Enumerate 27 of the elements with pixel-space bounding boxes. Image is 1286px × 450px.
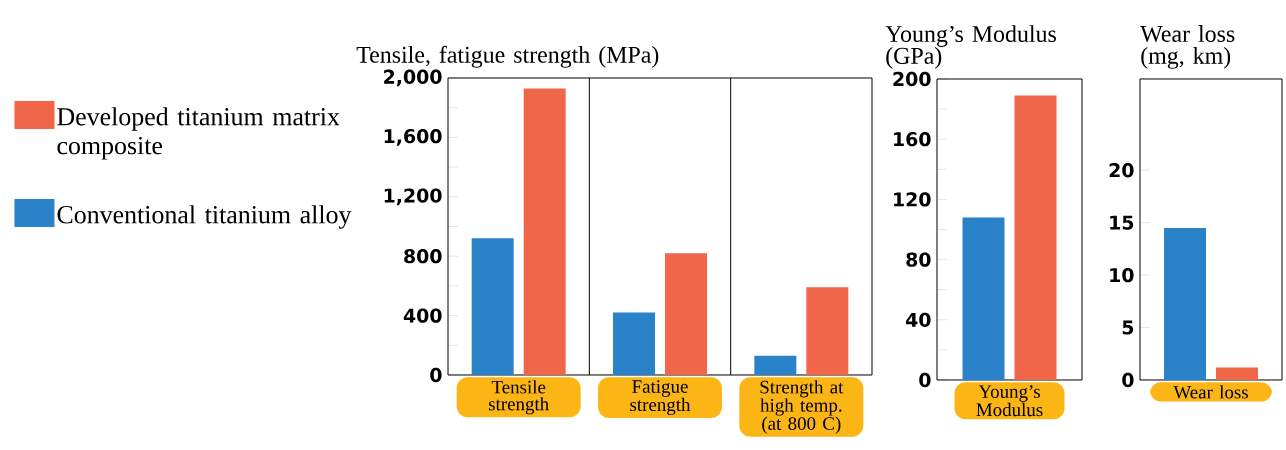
y-tick-label: 0 <box>919 372 931 388</box>
y-tick-label: 1,600 <box>384 129 442 146</box>
x-tick-label: Tensile strength <box>488 380 549 415</box>
y-tick-label: 200 <box>893 71 931 87</box>
y-tick-label: 0 <box>430 367 442 383</box>
chart-title: Tensile, fatigue strength (MPa) <box>356 45 659 68</box>
bar <box>754 355 797 375</box>
legend-label: Conventional titanium alloy <box>57 205 352 229</box>
chart-title: (GPa) <box>886 47 942 69</box>
y-tick-label: 20 <box>1109 163 1134 178</box>
y-tick-label: 5 <box>1122 320 1134 335</box>
y-tick-label: 800 <box>404 249 442 264</box>
y-tick-label: 1,200 <box>384 188 442 206</box>
y-tick-label: 10 <box>1110 267 1134 283</box>
y-tick-label: 2,000 <box>384 69 442 87</box>
y-tick-label: 80 <box>906 252 931 267</box>
legend-label: Developed titanium matrix composite <box>57 107 340 160</box>
y-tick-label: 0 <box>1122 372 1134 388</box>
y-tick-label: 120 <box>894 192 931 207</box>
y-tick-label: 400 <box>403 308 442 323</box>
x-tick-label: Wear loss <box>1173 385 1248 399</box>
y-tick-label: 15 <box>1110 215 1134 230</box>
y-tick-label: 40 <box>906 312 931 327</box>
chart-title: Wear loss (mg, km) <box>1140 25 1235 69</box>
x-tick-label: Fatigue strength <box>630 380 691 416</box>
x-tick-label: Strength at high temp. (at 800 C) <box>760 380 844 434</box>
y-tick-label: 160 <box>894 132 931 147</box>
